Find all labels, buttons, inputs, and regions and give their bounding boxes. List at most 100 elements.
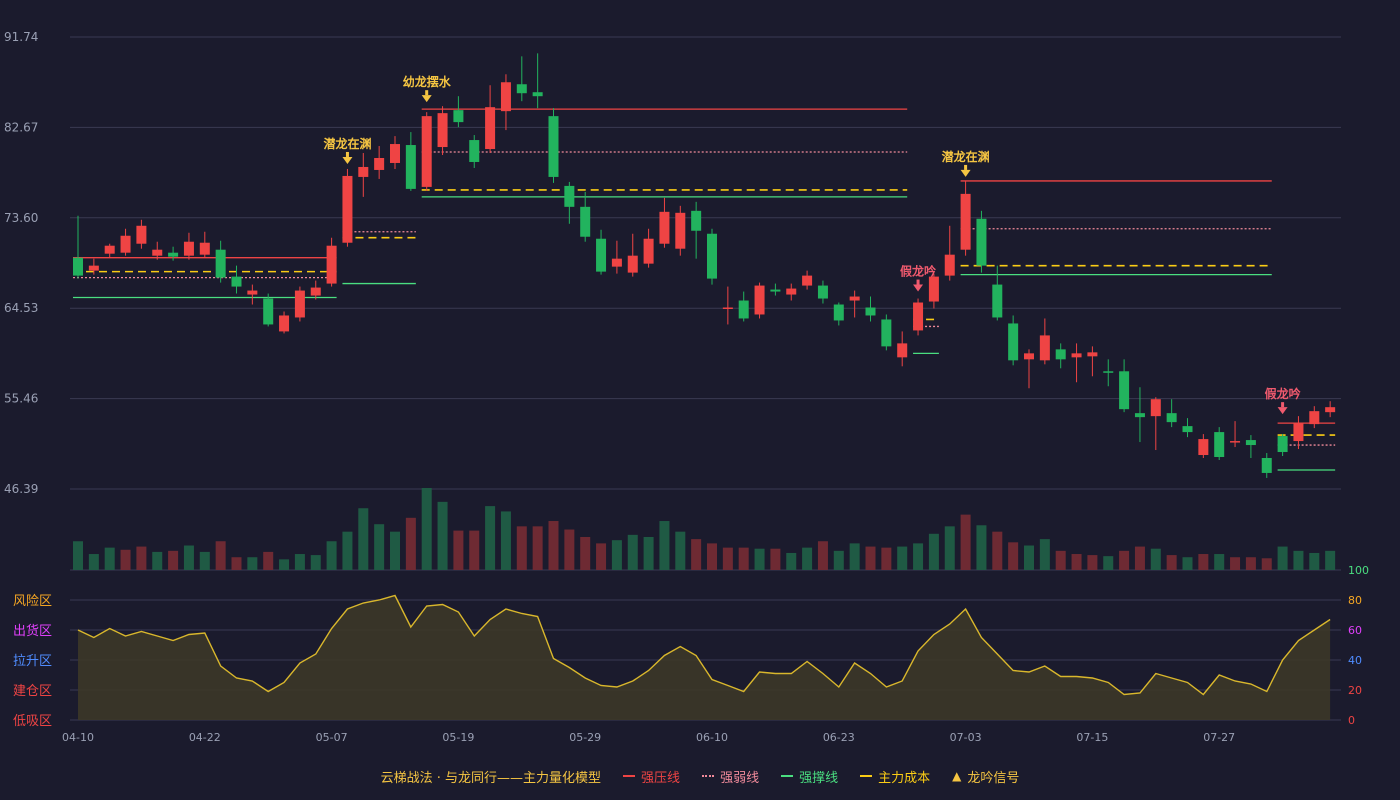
candle-body xyxy=(580,206,591,237)
volume-bar xyxy=(310,555,321,570)
signal-marker: 潜龙在渊 xyxy=(942,149,990,177)
candle-body xyxy=(1214,432,1225,458)
candle-body xyxy=(913,302,924,331)
candle-body xyxy=(485,107,496,150)
volume-bar xyxy=(263,551,274,570)
candle xyxy=(659,197,670,248)
candle-body xyxy=(865,307,876,316)
candle xyxy=(279,311,290,334)
volume-bar xyxy=(992,531,1003,570)
volume-bar xyxy=(1166,555,1177,570)
volume-bar xyxy=(833,550,844,570)
oscillator-tick-label: 60 xyxy=(1348,624,1362,637)
volume-bar xyxy=(596,543,607,570)
volume-bar xyxy=(247,557,258,570)
volume-bar xyxy=(1214,554,1225,570)
price-tick-label: 46.39 xyxy=(4,482,38,496)
volume-bar xyxy=(1103,556,1114,570)
arrow-down-icon xyxy=(913,284,924,292)
volume-bar xyxy=(342,531,353,570)
volume-bar xyxy=(897,546,908,570)
candle-body xyxy=(1087,352,1098,357)
candle-body xyxy=(1039,335,1050,361)
candle-body xyxy=(326,245,337,284)
candle xyxy=(849,290,860,318)
candle xyxy=(73,215,83,279)
candle xyxy=(1008,315,1019,366)
volume-bar xyxy=(913,543,924,570)
oscillator-tick-label: 40 xyxy=(1348,654,1362,667)
volume-bar xyxy=(421,488,432,570)
x-tick-label: 05-29 xyxy=(569,731,601,744)
candle xyxy=(1055,343,1066,369)
volume-bar xyxy=(437,501,448,570)
candle-body xyxy=(500,82,511,112)
volume-bar xyxy=(1309,552,1320,570)
x-tick-label: 04-22 xyxy=(189,731,221,744)
candle xyxy=(564,181,575,224)
volume-bar xyxy=(627,534,638,570)
volume-bar xyxy=(1071,554,1082,570)
candle xyxy=(1150,397,1161,451)
volume-bar xyxy=(659,521,670,570)
candle xyxy=(548,108,559,183)
candle-body xyxy=(833,304,844,321)
candle xyxy=(611,240,622,274)
candle-body xyxy=(294,290,305,318)
candle-body xyxy=(564,185,575,207)
arrow-down-icon xyxy=(1277,407,1288,415)
oscillator xyxy=(77,594,1331,720)
candle-body xyxy=(1277,436,1288,453)
candle-body xyxy=(120,235,131,253)
candle-body xyxy=(596,238,607,272)
candle-body xyxy=(168,252,179,257)
candle xyxy=(643,228,654,268)
volume-bar xyxy=(1150,548,1161,570)
candle xyxy=(374,146,385,179)
volume-bar xyxy=(104,547,115,570)
candle-body xyxy=(928,276,939,302)
signal-arrow-stem xyxy=(1281,402,1285,408)
candle-body xyxy=(390,144,400,163)
volume-bar xyxy=(453,530,464,570)
candle xyxy=(469,135,480,168)
signal-label: 假龙吟 xyxy=(1265,386,1301,401)
candle-body xyxy=(342,175,353,243)
volume-bar xyxy=(675,531,686,570)
volume-bar xyxy=(532,526,543,570)
volume-bar xyxy=(485,506,496,570)
volume-bar xyxy=(500,511,511,570)
candle-body xyxy=(643,238,654,264)
signal-marker: 幼龙摆水 xyxy=(403,74,452,103)
candle xyxy=(104,243,115,258)
oscillator-area xyxy=(78,595,1331,720)
volume-bar xyxy=(1293,550,1304,570)
legend-strong-press-swatch xyxy=(623,775,636,777)
candle xyxy=(897,331,908,367)
candle xyxy=(833,302,844,326)
signal-marker: 假龙吟 xyxy=(1265,386,1301,415)
volume-bar xyxy=(548,521,559,570)
candle xyxy=(231,265,242,294)
candle xyxy=(580,191,591,242)
candle-body xyxy=(548,116,559,177)
candle-body xyxy=(992,284,1003,318)
candle-body xyxy=(1119,371,1130,410)
candle xyxy=(913,298,924,336)
volume-bar xyxy=(1245,557,1256,570)
candle xyxy=(976,210,987,273)
candle-body xyxy=(627,255,638,273)
volume-bar xyxy=(611,540,622,570)
candle xyxy=(88,258,99,275)
volume-bar xyxy=(643,536,654,570)
price-tick-label: 82.67 xyxy=(4,120,38,134)
x-tick-label: 04-10 xyxy=(62,731,94,744)
x-tick-label: 06-23 xyxy=(823,731,855,744)
volume-bar xyxy=(120,549,131,570)
grid-lines xyxy=(70,36,1341,721)
candle-body xyxy=(73,257,83,276)
candle xyxy=(1071,343,1082,383)
candle-body xyxy=(231,276,242,287)
candle-body xyxy=(976,218,987,266)
volume-bars xyxy=(73,488,1336,570)
